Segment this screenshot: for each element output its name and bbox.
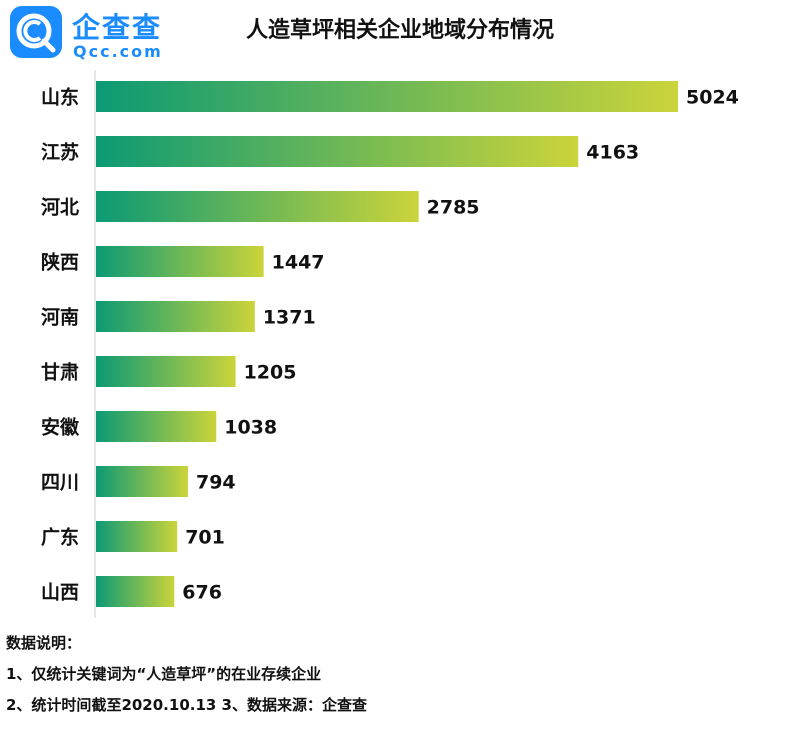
bar — [96, 576, 175, 607]
category-label: 山西 — [41, 582, 79, 604]
notes-line-1: 1、仅统计关键词为“人造草坪”的在业存续企业 — [6, 665, 322, 683]
value-label: 1205 — [244, 362, 297, 384]
category-label: 甘肃 — [41, 361, 79, 384]
value-label: 1038 — [224, 417, 277, 439]
value-label: 4163 — [586, 142, 639, 164]
logo-name: 企查查 — [72, 11, 163, 44]
bar-chart: 山东 5024 江苏 4163 河北 2785 陕西 1447 河南 1371 甘肃 1205 安徽 10… — [41, 70, 739, 618]
notes-line-2: 2、统计时间截至2020.10.13 3、数据来源：企查查 — [6, 696, 367, 714]
value-label: 676 — [182, 582, 222, 604]
bar — [96, 411, 217, 442]
qcc-logo-icon — [10, 6, 62, 58]
bar — [96, 521, 178, 552]
notes-heading: 数据说明： — [6, 634, 82, 652]
value-label: 2785 — [427, 197, 480, 219]
bar — [96, 191, 419, 222]
category-label: 河北 — [41, 197, 79, 219]
bar — [96, 136, 579, 167]
category-label: 陕西 — [41, 251, 79, 274]
chart-title: 人造草坪相关企业地域分布情况 — [245, 18, 554, 43]
value-label: 794 — [196, 472, 236, 494]
logo-url: Qcc.com — [73, 42, 163, 61]
bar — [96, 356, 236, 387]
category-label: 广东 — [41, 526, 79, 549]
bar — [96, 246, 264, 277]
bar — [96, 81, 678, 112]
bar — [96, 301, 255, 332]
value-label: 1371 — [263, 307, 316, 329]
category-label: 江苏 — [41, 141, 79, 164]
value-label: 5024 — [686, 87, 739, 109]
value-label: 701 — [185, 527, 225, 549]
category-label: 河南 — [41, 307, 79, 329]
category-label: 山东 — [41, 86, 79, 109]
category-label: 四川 — [41, 472, 79, 494]
bar — [96, 466, 188, 497]
qcc-logo: 企查查 Qcc.com — [10, 6, 180, 62]
value-label: 1447 — [272, 252, 325, 274]
category-label: 安徽 — [41, 416, 80, 439]
data-notes: 数据说明： 1、仅统计关键词为“人造草坪”的在业存续企业 2、统计时间截至202… — [6, 628, 367, 721]
